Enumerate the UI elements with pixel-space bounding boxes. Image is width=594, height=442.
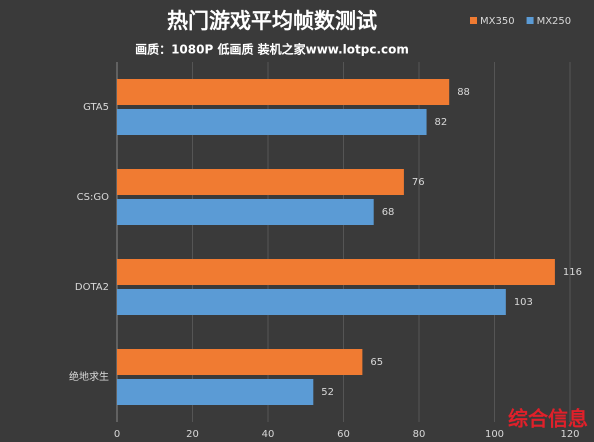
bar: [117, 379, 314, 405]
watermark: 综合信息: [508, 407, 588, 431]
value-label: 88: [457, 87, 470, 98]
chart-title: 热门游戏平均帧数测试: [167, 9, 377, 33]
y-tick-label: GTA5: [83, 102, 109, 113]
bar: [117, 199, 374, 225]
chart-subtitle: 画质：1080P 低画质 装机之家www.lotpc.com: [135, 42, 409, 57]
x-tick-label: 40: [262, 429, 275, 440]
value-label: 65: [370, 357, 383, 368]
bar: [117, 259, 555, 285]
bar: [117, 349, 363, 375]
legend-swatch: [470, 17, 477, 24]
bar: [117, 109, 427, 135]
x-tick-label: 20: [186, 429, 199, 440]
y-tick-label: CS:GO: [77, 192, 109, 203]
bar: [117, 169, 404, 195]
y-tick-label: DOTA2: [75, 282, 109, 293]
value-label: 68: [382, 207, 395, 218]
y-tick-label: 绝地求生: [69, 370, 109, 383]
value-label: 116: [563, 267, 582, 278]
legend-swatch: [526, 17, 534, 24]
legend-label: MX250: [537, 16, 572, 27]
x-tick-label: 120: [560, 429, 579, 440]
value-label: 82: [435, 117, 448, 128]
plot-area: 0 20 40 60 80 100 120 GTA5 88 82 CS:GO 76 68 DOTA2 116…: [69, 62, 582, 440]
bar: [117, 289, 506, 315]
x-tick-label: 80: [413, 429, 426, 440]
bar: [117, 79, 450, 105]
value-label: 52: [321, 387, 334, 398]
value-label: 76: [412, 177, 425, 188]
x-tick-label: 0: [114, 429, 120, 440]
x-tick-label: 60: [337, 429, 350, 440]
value-label: 103: [514, 297, 533, 308]
legend-label: MX350: [480, 16, 515, 27]
x-tick-label: 100: [485, 429, 504, 440]
